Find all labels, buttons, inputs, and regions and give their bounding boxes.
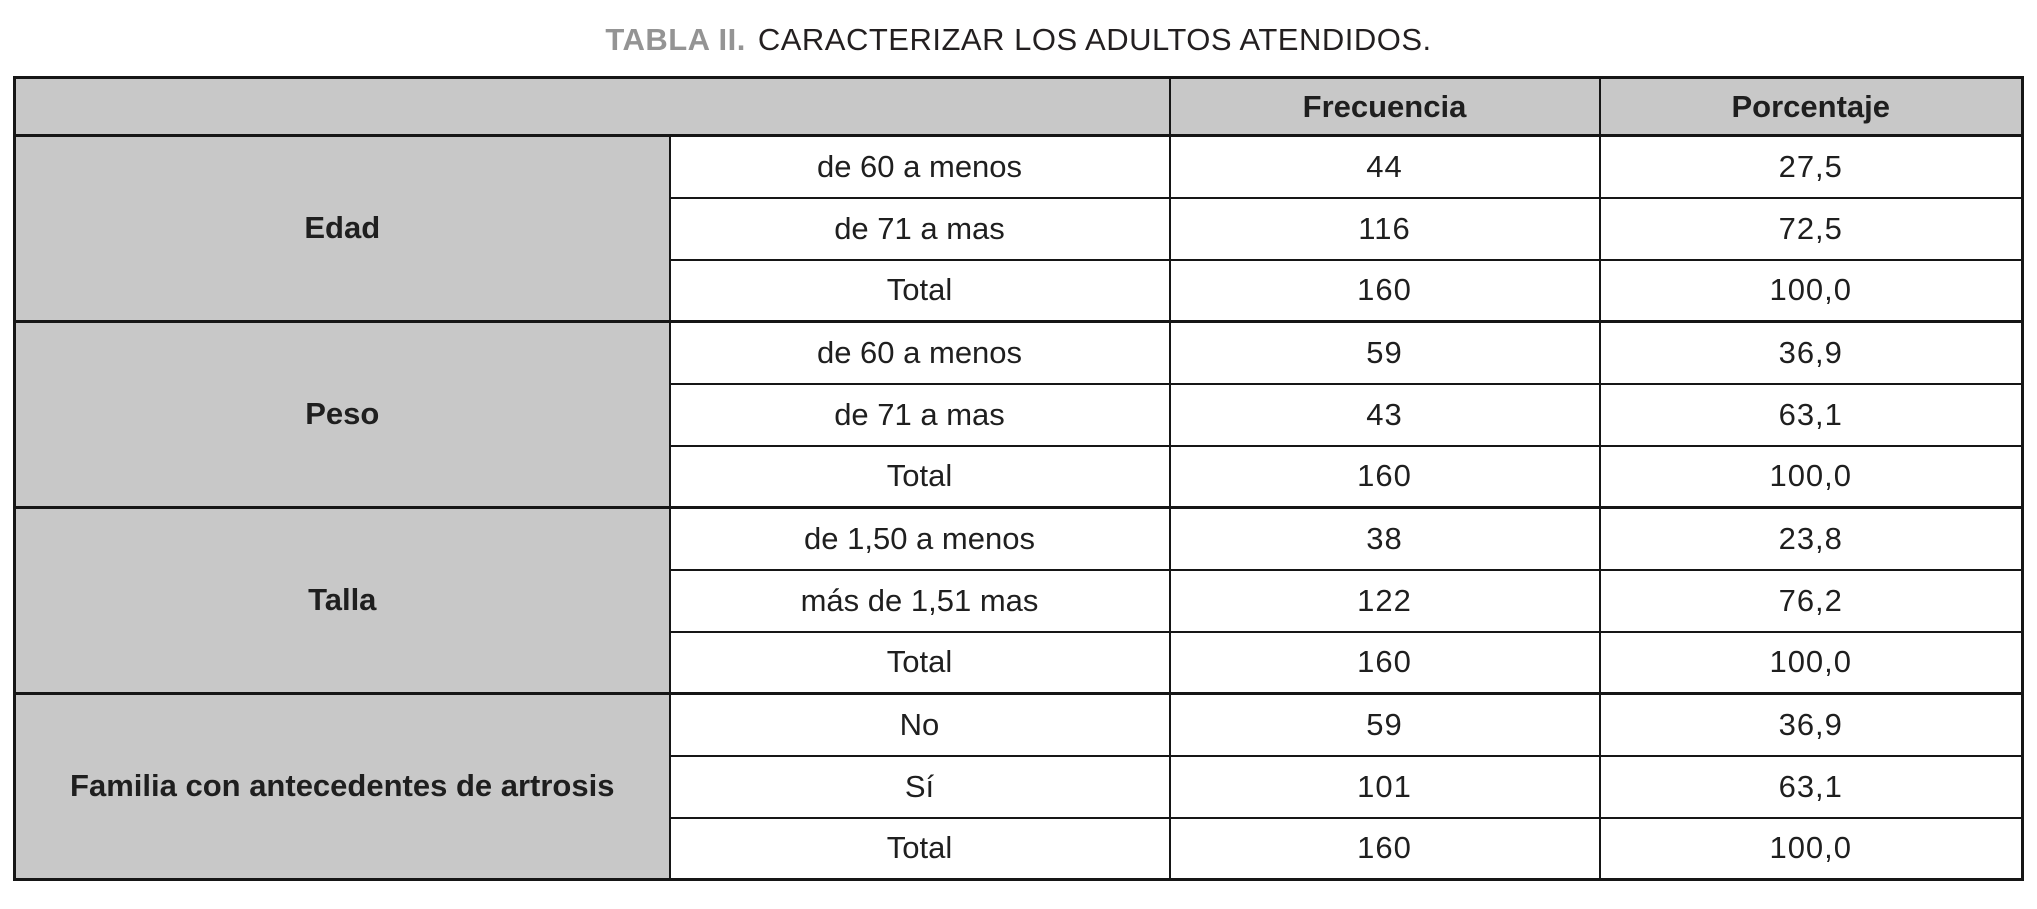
frecuencia-value: 59 <box>1168 692 1601 757</box>
frecuencia-value: 122 <box>1168 568 1601 633</box>
row-label: Total <box>668 630 1171 695</box>
porcentaje-value: 63,1 <box>1598 382 2024 447</box>
table-row: Edad de 60 a menos 44 27,5 <box>13 134 2024 323</box>
porcentaje-value: 72,5 <box>1598 196 2024 261</box>
row-label: No <box>668 692 1171 757</box>
table-row: Familia con antecedentes de artrosis No … <box>13 692 2024 881</box>
frecuencia-value: 160 <box>1168 630 1601 695</box>
frecuencia-value: 59 <box>1168 320 1601 385</box>
table-row: de 71 a mas 116 72,5 <box>15 196 2024 261</box>
frecuencia-value: 160 <box>1168 444 1601 509</box>
porcentaje-value: 23,8 <box>1598 506 2024 571</box>
table-row: Peso de 60 a menos 59 36,9 <box>13 320 2024 509</box>
table-row: de 71 a mas 43 63,1 <box>15 382 2024 447</box>
category-cell-talla: Talla <box>13 506 671 695</box>
porcentaje-value: 76,2 <box>1598 568 2024 633</box>
porcentaje-value: 100,0 <box>1598 816 2024 881</box>
row-label: Total <box>668 258 1171 323</box>
row-label: de 1,50 a menos <box>668 506 1171 571</box>
frecuencia-value: 101 <box>1168 754 1601 819</box>
table-row: más de 1,51 mas 122 76,2 <box>15 568 2024 633</box>
row-label: de 60 a menos <box>668 134 1171 199</box>
category-cell-edad: Edad <box>13 134 671 323</box>
porcentaje-value: 100,0 <box>1598 444 2024 509</box>
header-empty-cell <box>13 76 1171 137</box>
table-caption-text: CARACTERIZAR LOS ADULTOS ATENDIDOS. <box>757 22 1432 57</box>
row-label: más de 1,51 mas <box>668 568 1171 633</box>
category-cell-familia-antecedentes: Familia con antecedentes de artrosis <box>13 692 671 881</box>
row-label: Total <box>668 444 1171 509</box>
table-row: Total 160 100,0 <box>15 258 2024 323</box>
header-porcentaje: Porcentaje <box>1598 76 2024 137</box>
frecuencia-value: 160 <box>1168 816 1601 881</box>
porcentaje-value: 27,5 <box>1598 134 2024 199</box>
row-label: Total <box>668 816 1171 881</box>
frecuencia-value: 38 <box>1168 506 1601 571</box>
table-header-row: Frecuencia Porcentaje <box>13 76 2024 137</box>
row-label: de 71 a mas <box>668 382 1171 447</box>
frecuencia-value: 44 <box>1168 134 1601 199</box>
porcentaje-value: 36,9 <box>1598 320 2024 385</box>
category-cell-peso: Peso <box>13 320 671 509</box>
porcentaje-value: 36,9 <box>1598 692 2024 757</box>
header-frecuencia: Frecuencia <box>1168 76 1601 137</box>
row-label: de 60 a menos <box>668 320 1171 385</box>
table-row: Total 160 100,0 <box>15 444 2024 509</box>
data-table: Frecuencia Porcentaje Edad de 60 a menos… <box>13 76 2024 881</box>
table-row: Sí 101 63,1 <box>15 754 2024 819</box>
table-row: Total 160 100,0 <box>15 816 2024 881</box>
table-caption: TABLA II. CARACTERIZAR LOS ADULTOS ATENDI… <box>0 0 2037 58</box>
row-label: Sí <box>668 754 1171 819</box>
frecuencia-value: 160 <box>1168 258 1601 323</box>
table-caption-label: TABLA II. <box>605 22 746 57</box>
porcentaje-value: 100,0 <box>1598 630 2024 695</box>
frecuencia-value: 43 <box>1168 382 1601 447</box>
frecuencia-value: 116 <box>1168 196 1601 261</box>
table-row: Talla de 1,50 a menos 38 23,8 <box>13 506 2024 695</box>
porcentaje-value: 63,1 <box>1598 754 2024 819</box>
row-label: de 71 a mas <box>668 196 1171 261</box>
table-row: Total 160 100,0 <box>15 630 2024 695</box>
porcentaje-value: 100,0 <box>1598 258 2024 323</box>
